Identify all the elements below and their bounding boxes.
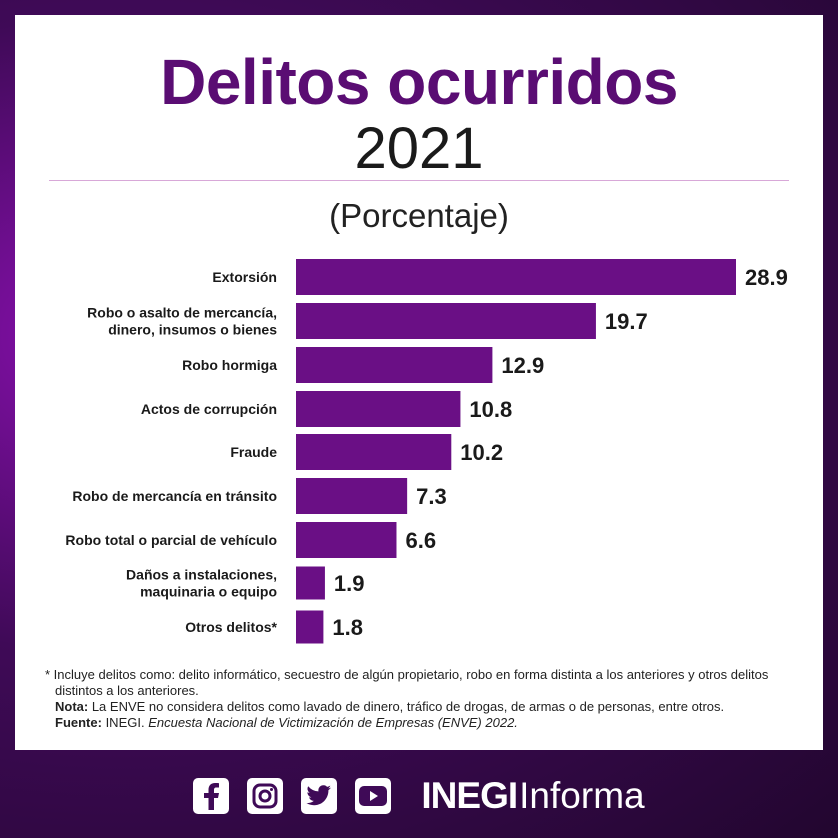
bar-0 xyxy=(296,259,736,295)
brand-regular: Informa xyxy=(519,775,645,816)
chart-subtitle: (Porcentaje) xyxy=(329,197,509,234)
bar-6 xyxy=(296,522,397,558)
chart-title: Delitos ocurridos xyxy=(160,46,678,118)
category-label-7-line-1: maquinaria o equipo xyxy=(140,584,277,600)
fuente-label: Fuente: xyxy=(55,715,102,730)
notes-section: * Incluye delitos como: delito informáti… xyxy=(45,667,805,731)
value-label-1: 19.7 xyxy=(605,309,648,334)
bar-5 xyxy=(296,478,408,514)
value-label-8: 1.8 xyxy=(332,615,363,640)
nota-label: Nota: xyxy=(55,699,89,714)
bar-chart: 28.9 Extorsión 19.7 Robo o asalto de mercan… xyxy=(65,259,788,644)
category-label-6: Robo total o parcial de vehículo xyxy=(65,532,277,548)
category-label-4: Fraude xyxy=(230,444,277,460)
value-label-7: 1.9 xyxy=(334,571,365,596)
value-label-4: 10.2 xyxy=(460,440,503,465)
twitter-icon[interactable] xyxy=(301,778,338,814)
chart-card: Delitos ocurridos 2021 (Porcentaje) 28.9… xyxy=(15,15,823,750)
category-label-2: Robo hormiga xyxy=(182,357,277,373)
social-links xyxy=(193,778,392,814)
nota-line: Nota: La ENVE no considera delitos como … xyxy=(45,699,805,715)
category-label-0: Extorsión xyxy=(212,269,277,285)
bar-3 xyxy=(296,391,461,427)
category-label-1-line-1: dinero, insumos o bienes xyxy=(108,322,277,338)
category-label-8: Otros delitos* xyxy=(185,619,277,635)
category-label-7-line-0: Daños a instalaciones, xyxy=(126,567,277,583)
fuente-italic: Encuesta Nacional de Victimización de Em… xyxy=(148,715,518,730)
bar-1 xyxy=(296,303,596,339)
nota-text: La ENVE no considera delitos como lavado… xyxy=(88,699,725,714)
category-label-1-line-0: Robo o asalto de mercancía, xyxy=(87,305,277,321)
brand-bold: INEGI xyxy=(421,775,518,816)
divider xyxy=(49,180,789,181)
category-label-5: Robo de mercancía en tránsito xyxy=(72,488,277,504)
facebook-icon[interactable] xyxy=(193,778,230,814)
value-label-3: 10.8 xyxy=(469,397,512,422)
brand-logo: INEGI Informa xyxy=(421,775,644,817)
value-label-6: 6.6 xyxy=(405,528,436,553)
bar-7 xyxy=(296,566,325,600)
value-label-5: 7.3 xyxy=(416,484,447,509)
bar-8 xyxy=(296,610,324,644)
value-label-2: 12.9 xyxy=(501,353,544,378)
chart-year: 2021 xyxy=(354,116,484,181)
youtube-icon[interactable] xyxy=(355,778,392,814)
bar-4 xyxy=(296,434,452,470)
footer: INEGI Informa xyxy=(0,768,838,824)
instagram-icon[interactable] xyxy=(247,778,284,814)
value-label-0: 28.9 xyxy=(745,265,788,290)
footnote-text: * Incluye delitos como: delito informáti… xyxy=(45,667,769,698)
bar-2 xyxy=(296,347,493,383)
footnote: * Incluye delitos como: delito informáti… xyxy=(45,667,805,699)
fuente-line: Fuente: INEGI. Encuesta Nacional de Vict… xyxy=(45,715,805,731)
fuente-text: INEGI. xyxy=(101,715,149,730)
category-label-3: Actos de corrupción xyxy=(141,401,277,417)
